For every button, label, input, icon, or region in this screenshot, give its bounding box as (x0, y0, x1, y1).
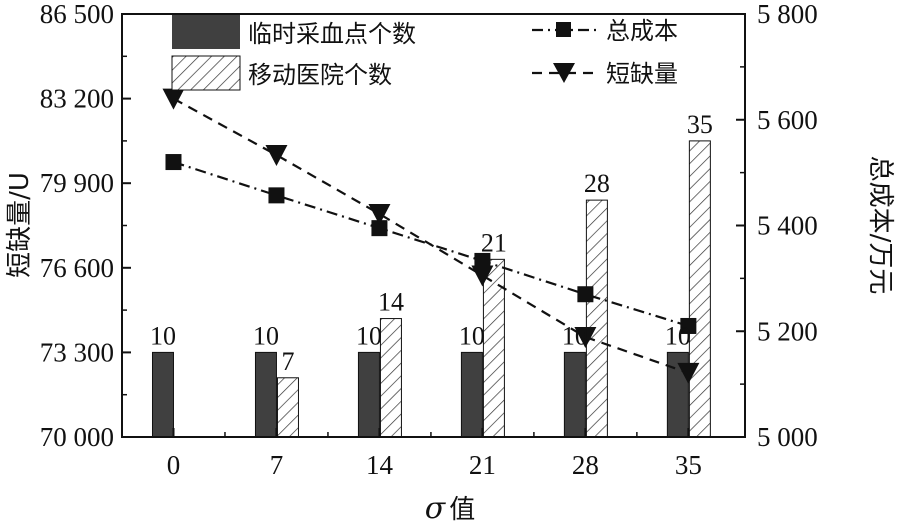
x-tick-label: 21 (469, 450, 496, 480)
y-right-tick-label: 5 400 (757, 211, 818, 241)
x-tick-label: 35 (675, 450, 702, 480)
bar-mobile-hospitals (688, 140, 711, 438)
data-label-mobile-hospitals: 14 (378, 288, 404, 317)
data-label-blood-points: 10 (356, 321, 382, 350)
y-left-tick-label: 73 300 (40, 337, 114, 367)
y-right-tick-label: 5 800 (757, 0, 818, 29)
y-right-tick-label: 5 600 (757, 105, 818, 135)
x-axis-title-suffix: 值 (449, 495, 475, 525)
y-right-tick-label: 5 000 (757, 422, 818, 452)
legend: 临时采血点个数 移动医院个数 总成本 短缺量 (171, 15, 678, 91)
bar-mobile-hospitals (379, 318, 402, 438)
y-left-tick-label: 79 900 (40, 168, 114, 198)
data-label-blood-points: 10 (665, 321, 691, 350)
data-label-mobile-hospitals: 7 (281, 347, 294, 376)
legend-label-total-cost: 总成本 (606, 17, 678, 45)
bar-blood-points (460, 351, 483, 438)
marker-total-cost (165, 154, 182, 171)
marker-shortage (162, 88, 185, 110)
data-label-blood-points: 10 (562, 321, 588, 350)
data-label-mobile-hospitals: 35 (687, 110, 713, 139)
y-left-tick-label: 76 600 (40, 253, 114, 283)
x-axis-title-symbol: σ (425, 491, 447, 526)
legend-label-mobile-hospitals: 移动医院个数 (248, 61, 392, 89)
legend-swatch-blood-points (172, 15, 240, 49)
line-shortage (172, 97, 689, 374)
x-tick-label: 14 (366, 450, 394, 480)
marker-shortage (471, 265, 494, 287)
legend-swatch-mobile-hospitals (171, 55, 241, 91)
marker-total-cost (474, 252, 491, 269)
marker-total-cost (371, 220, 388, 237)
axes-layer: 70 000 73 300 76 600 79 900 83 200 86 500 5 00… (40, 0, 818, 480)
bar-mobile-hospitals (276, 377, 299, 438)
legend-marker-total-cost (556, 22, 571, 37)
marker-shortage (265, 145, 288, 166)
y-left-tick-label: 83 200 (40, 84, 114, 114)
data-label-mobile-hospitals: 21 (481, 228, 507, 257)
legend-label-shortage: 短缺量 (606, 60, 678, 88)
marker-shortage (368, 203, 391, 225)
y-left-tick-label: 70 000 (40, 422, 114, 452)
data-label-blood-points: 10 (459, 321, 485, 350)
y-right-tick-label: 5 200 (757, 316, 818, 346)
lines-layer (162, 88, 700, 384)
bars-layer (151, 140, 711, 438)
y-axis-right-title: 总成本/万元 (865, 156, 895, 295)
y-left-tick-label: 86 500 (40, 0, 114, 29)
data-label-mobile-hospitals: 28 (584, 169, 610, 198)
y-axis-left-title: 短缺量/U (5, 172, 35, 278)
x-tick-label: 28 (572, 450, 599, 480)
x-tick-label: 7 (270, 450, 284, 480)
marker-shortage (574, 327, 597, 349)
bar-blood-points (254, 351, 277, 438)
marker-total-cost (268, 187, 285, 204)
bar-blood-points (563, 351, 586, 438)
bar-mobile-hospitals (585, 199, 608, 438)
legend-label-blood-points: 临时采血点个数 (248, 20, 416, 48)
bar-blood-points (151, 351, 174, 438)
data-label-blood-points: 10 (253, 321, 279, 350)
data-label-blood-points: 10 (150, 321, 176, 350)
marker-total-cost (577, 286, 594, 303)
x-tick-label: 0 (167, 450, 181, 480)
marker-shortage (677, 362, 700, 384)
legend-marker-shortage (553, 63, 575, 83)
marker-total-cost (680, 317, 697, 334)
bar-blood-points (357, 351, 380, 438)
